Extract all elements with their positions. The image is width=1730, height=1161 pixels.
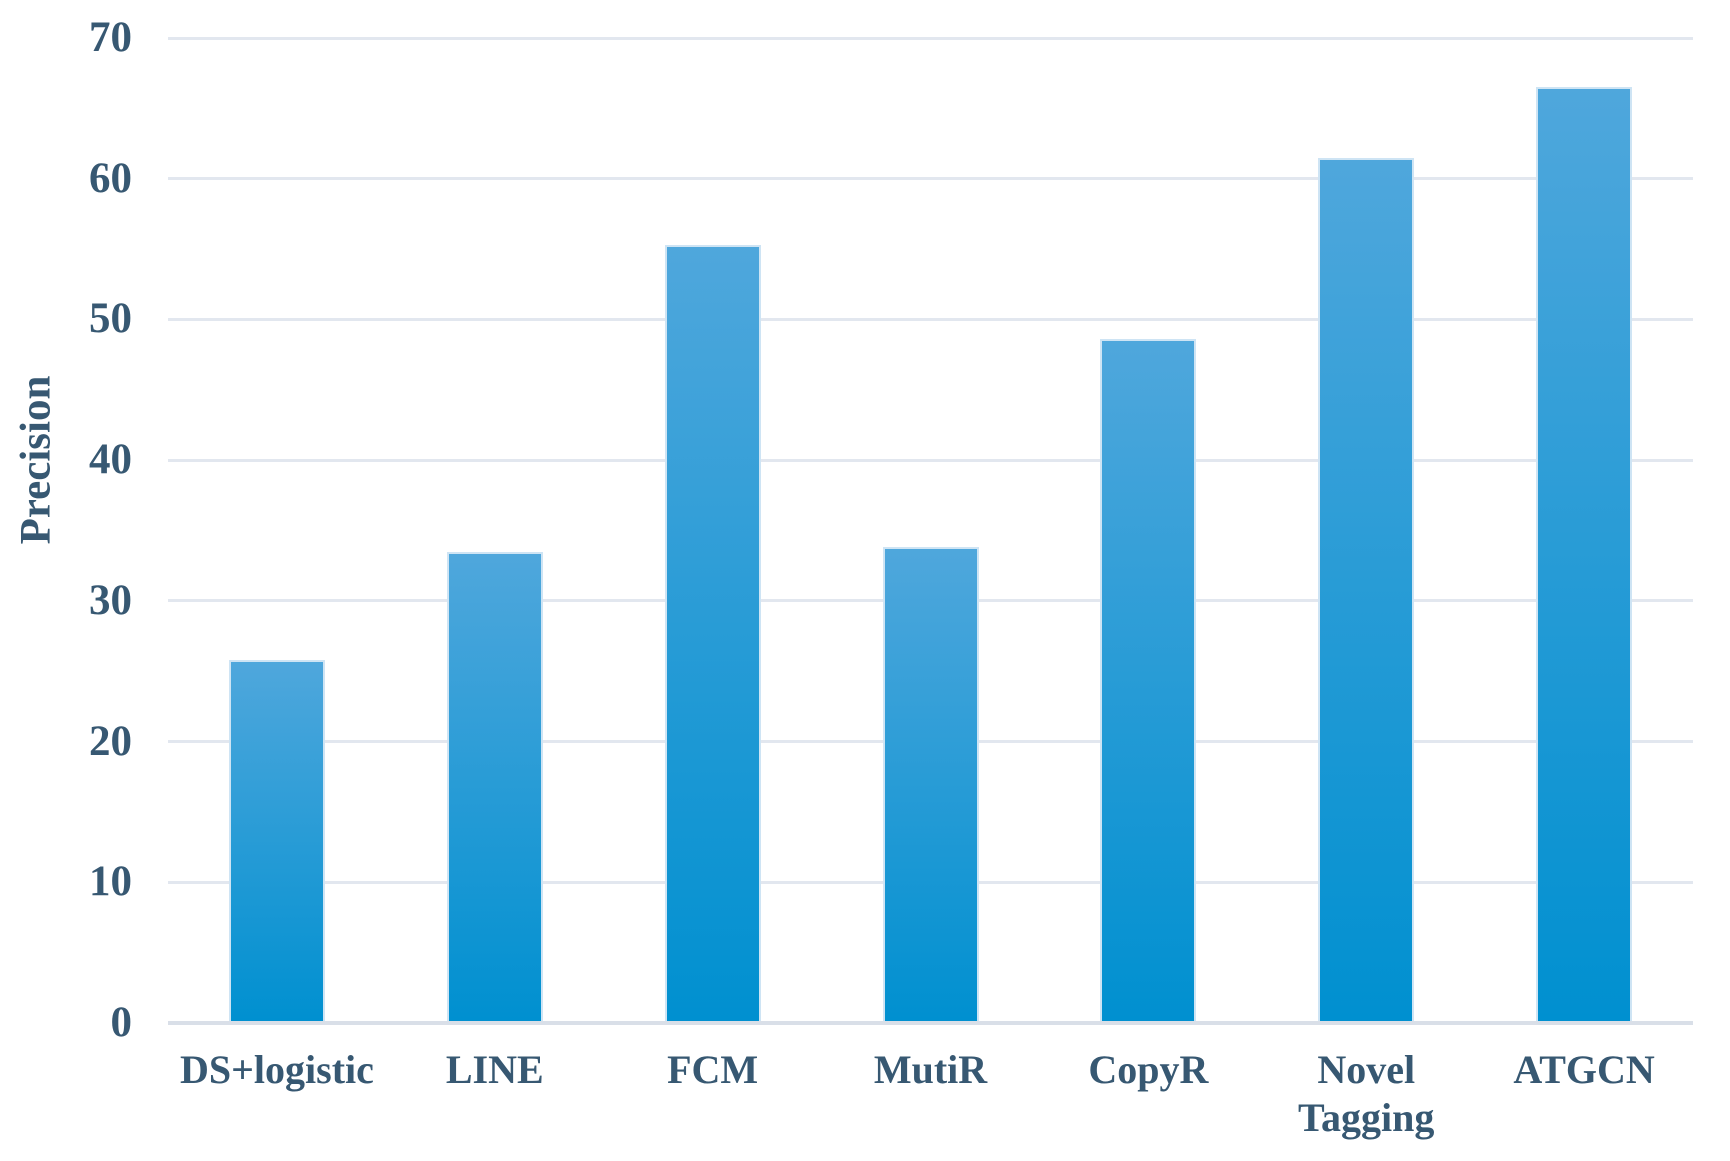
y-tick-label-50: 50 (89, 295, 132, 343)
bar-atgcn (1536, 87, 1633, 1023)
bar-line (446, 551, 543, 1023)
x-category-label-copyr: CopyR (1088, 1047, 1209, 1092)
bar-mutir (882, 547, 979, 1023)
y-tick-label-70: 70 (89, 14, 132, 61)
y-tick-label-20: 20 (89, 717, 132, 765)
x-category-label-fcm: FCM (667, 1047, 759, 1092)
y-tick-label-60: 60 (89, 154, 132, 202)
y-tick-label-10: 10 (89, 858, 132, 906)
bar-ds-logistic (228, 659, 325, 1023)
x-axis-line (168, 1021, 1693, 1025)
bar-copyr (1100, 339, 1197, 1023)
gridline-50 (168, 317, 1693, 321)
gridline-60 (168, 177, 1693, 181)
x-category-label-ds-logistic: DS+logistic (179, 1047, 374, 1092)
x-category-label-novel-tagging: Novel Tagging (1298, 1047, 1435, 1140)
x-category-label-mutir: MutiR (873, 1047, 988, 1092)
y-tick-label-40: 40 (89, 436, 132, 484)
y-tick-label-0: 0 (110, 999, 133, 1046)
bar-fcm (664, 244, 761, 1023)
gridline-40 (168, 458, 1693, 462)
x-category-label-line: LINE (445, 1047, 544, 1092)
bar-novel-tagging (1318, 157, 1415, 1023)
x-category-label-atgcn: ATGCN (1513, 1047, 1655, 1092)
gridline-70 (168, 36, 1693, 40)
y-tick-label-30: 30 (89, 576, 132, 624)
